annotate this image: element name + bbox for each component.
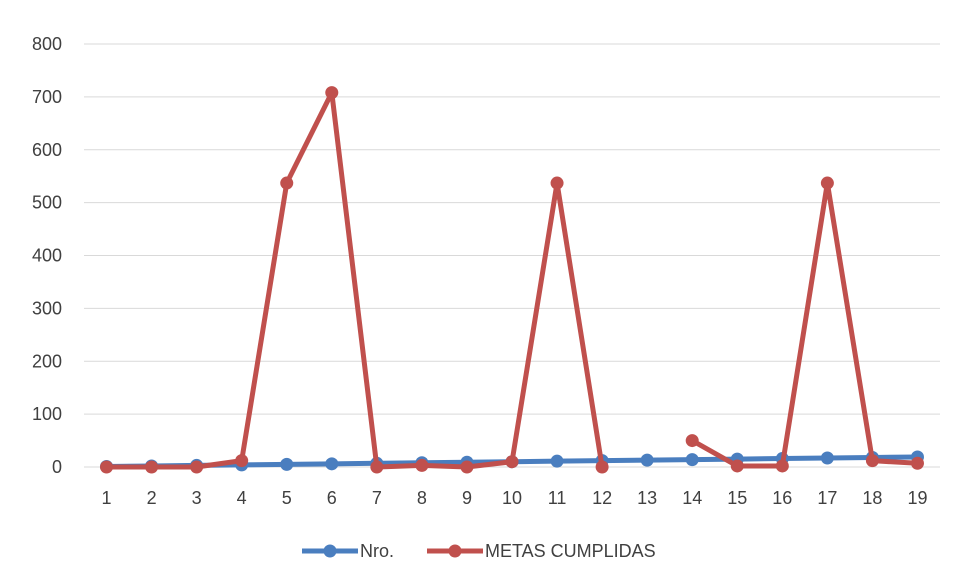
data-point xyxy=(730,459,744,473)
data-point xyxy=(460,460,474,474)
x-tick-label: 6 xyxy=(327,488,337,508)
data-point xyxy=(190,460,204,474)
legend-label: METAS CUMPLIDAS xyxy=(485,541,656,561)
data-point xyxy=(640,453,654,467)
data-point xyxy=(280,457,294,471)
data-point xyxy=(325,86,339,100)
data-point xyxy=(550,454,564,468)
x-tick-label: 1 xyxy=(102,488,112,508)
y-tick-label: 600 xyxy=(32,140,62,160)
y-tick-label: 500 xyxy=(32,193,62,213)
data-point xyxy=(910,456,924,470)
gridlines xyxy=(84,43,940,468)
legend-swatch-marker xyxy=(448,544,462,558)
data-point xyxy=(775,459,789,473)
x-tick-label: 9 xyxy=(462,488,472,508)
x-tick-label: 16 xyxy=(772,488,792,508)
x-tick-label: 7 xyxy=(372,488,382,508)
legend-item: METAS CUMPLIDAS xyxy=(427,541,656,561)
y-tick-label: 300 xyxy=(32,298,62,318)
data-point xyxy=(325,457,339,471)
x-tick-label: 15 xyxy=(727,488,747,508)
data-point xyxy=(685,453,699,467)
data-point xyxy=(505,455,519,469)
data-point xyxy=(415,458,429,472)
legend-label: Nro. xyxy=(360,541,394,561)
series-lines xyxy=(100,86,924,474)
x-axis-tick-labels: 1 2 3 4 5 6 7 8 9 10 11 12 13 14 15 16 17 18 19 xyxy=(102,488,928,508)
y-tick-label: 800 xyxy=(32,34,62,54)
data-point xyxy=(235,454,249,468)
series-1 xyxy=(100,86,924,474)
series-line xyxy=(689,180,920,469)
y-tick-label: 400 xyxy=(32,246,62,266)
x-tick-label: 2 xyxy=(147,488,157,508)
legend-swatch-marker xyxy=(323,544,337,558)
data-point xyxy=(100,460,114,474)
x-tick-label: 5 xyxy=(282,488,292,508)
data-point xyxy=(145,460,159,474)
y-tick-label: 0 xyxy=(52,457,62,477)
x-tick-label: 17 xyxy=(817,488,837,508)
y-tick-label: 700 xyxy=(32,87,62,107)
data-point xyxy=(820,451,834,465)
data-point xyxy=(370,460,384,474)
legend: Nro. METAS CUMPLIDAS xyxy=(302,541,656,561)
y-tick-label: 100 xyxy=(32,404,62,424)
data-point xyxy=(595,460,609,474)
x-tick-label: 13 xyxy=(637,488,657,508)
data-point xyxy=(820,176,834,190)
y-tick-label: 200 xyxy=(32,351,62,371)
x-tick-label: 3 xyxy=(192,488,202,508)
x-tick-label: 12 xyxy=(592,488,612,508)
x-tick-label: 4 xyxy=(237,488,247,508)
x-tick-label: 10 xyxy=(502,488,522,508)
data-point xyxy=(685,434,699,448)
x-tick-label: 18 xyxy=(862,488,882,508)
data-point xyxy=(280,176,294,190)
x-tick-label: 19 xyxy=(907,488,927,508)
legend-item: Nro. xyxy=(302,541,394,561)
data-point xyxy=(550,176,564,190)
x-tick-label: 14 xyxy=(682,488,702,508)
x-tick-label: 11 xyxy=(548,488,567,508)
data-point xyxy=(865,454,879,468)
y-axis-tick-labels: 0 100 200 300 400 500 600 700 800 xyxy=(32,34,62,477)
x-tick-label: 8 xyxy=(417,488,427,508)
series-line xyxy=(104,90,605,470)
